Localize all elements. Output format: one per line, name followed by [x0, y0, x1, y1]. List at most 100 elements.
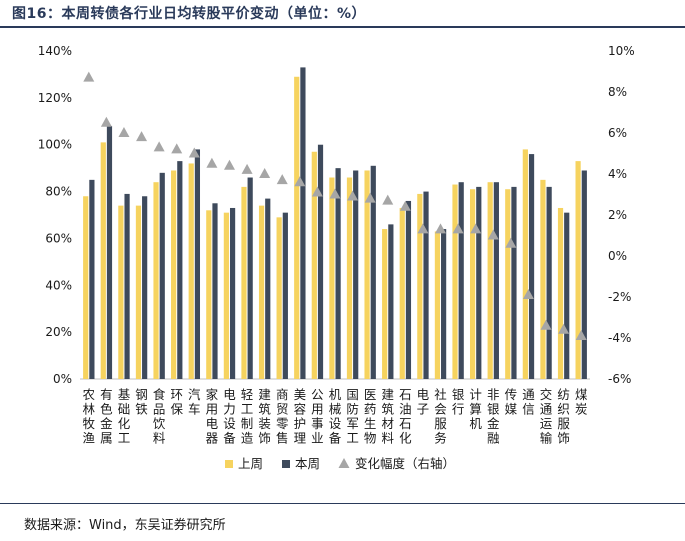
- x-tick-label: 环: [170, 387, 183, 402]
- x-tick-label: 饮: [153, 416, 166, 431]
- x-tick-label: 贸: [276, 402, 289, 417]
- x-tick-label: 工: [118, 431, 131, 446]
- x-tick-label: 融: [487, 431, 500, 446]
- x-tick-label: 公: [311, 387, 324, 402]
- bar-curr-week: [194, 149, 201, 379]
- x-tick-label: 有: [100, 387, 113, 402]
- x-tick-label: 轻: [241, 387, 254, 402]
- y-right-tick-label: 2%: [608, 208, 627, 222]
- x-tick-label: 础: [118, 402, 131, 417]
- y-right-tick-label: -6%: [608, 372, 631, 386]
- x-tick-label: 业: [311, 431, 324, 446]
- x-tick-label: 油: [399, 402, 412, 417]
- legend-label-change: 变化幅度（右轴）: [355, 456, 455, 471]
- y-left-tick-label: 0%: [53, 372, 72, 386]
- bar-curr-week: [476, 186, 482, 379]
- x-tick-label: 银: [452, 387, 465, 402]
- x-tick-label: 色: [100, 402, 113, 417]
- x-tick-label: 造: [241, 431, 254, 446]
- x-tick-label: 建: [382, 387, 395, 402]
- bar-prev-week: [434, 231, 441, 379]
- x-tick-label: 售: [276, 431, 289, 446]
- bar-curr-week: [300, 67, 306, 380]
- x-tick-label: 军: [346, 416, 359, 431]
- x-tick-label: 织: [557, 402, 570, 417]
- x-tick-label: 交: [540, 387, 553, 402]
- x-tick-label: 服: [557, 416, 570, 431]
- x-tick-label: 料: [382, 431, 395, 446]
- bar-curr-week: [159, 172, 165, 379]
- x-tick-label: 设: [223, 416, 236, 431]
- change-marker: [435, 223, 447, 234]
- change-marker: [171, 143, 183, 154]
- x-tick-label: 国: [346, 387, 359, 402]
- x-tick-label: 通: [522, 387, 535, 402]
- x-tick-label: 算: [469, 402, 482, 417]
- x-tick-label: 金: [100, 416, 113, 431]
- y-left-tick-label: 100%: [38, 138, 72, 152]
- x-tick-label: 银: [487, 402, 500, 417]
- bar-curr-week: [89, 179, 95, 379]
- bar-prev-week: [346, 177, 353, 379]
- x-tick-label: 料: [153, 431, 166, 446]
- x-tick-label: 饰: [258, 431, 271, 446]
- bar-prev-week: [522, 149, 528, 379]
- y-left-tick-label: 120%: [38, 91, 72, 105]
- x-tick-label: 装: [258, 416, 271, 431]
- bar-curr-week: [212, 203, 218, 379]
- x-tick-label: 设: [329, 416, 342, 431]
- x-tick-label: 理: [294, 431, 307, 446]
- bar-prev-week: [399, 207, 405, 379]
- bar-prev-week: [505, 189, 511, 379]
- x-tick-label: 用: [311, 402, 324, 417]
- change-marker: [540, 319, 552, 330]
- bar-prev-week: [258, 205, 265, 379]
- change-marker: [364, 192, 376, 203]
- x-tick-label: 医: [364, 387, 377, 402]
- bar-prev-week: [100, 142, 106, 379]
- bar-curr-week: [282, 212, 288, 379]
- bar-curr-week: [229, 207, 236, 379]
- x-tick-label: 通: [540, 402, 553, 417]
- change-marker: [399, 200, 411, 211]
- x-tick-label: 车: [188, 402, 201, 417]
- legend-swatch-prev: [225, 460, 233, 468]
- x-tick-label: 美: [294, 387, 307, 402]
- bar-prev-week: [276, 217, 282, 379]
- x-tick-label: 牧: [83, 416, 96, 431]
- x-tick-label: 筑: [258, 402, 271, 417]
- bar-prev-week: [223, 212, 229, 379]
- bar-curr-week: [265, 198, 271, 379]
- x-tick-label: 机: [329, 387, 342, 402]
- x-tick-label: 煤: [575, 387, 588, 402]
- x-tick-label: 饰: [557, 431, 570, 446]
- bar-curr-week: [317, 144, 324, 379]
- y-left-tick-label: 140%: [38, 44, 72, 58]
- title-divider: [0, 26, 685, 28]
- x-tick-label: 护: [294, 416, 307, 431]
- bar-curr-week: [511, 186, 517, 379]
- bar-prev-week: [118, 205, 124, 379]
- x-tick-label: 行: [452, 402, 465, 417]
- x-tick-label: 工: [346, 431, 359, 446]
- change-marker: [188, 147, 200, 158]
- x-tick-label: 力: [223, 402, 236, 417]
- bar-prev-week: [575, 161, 581, 379]
- change-marker: [575, 329, 587, 340]
- x-tick-label: 生: [364, 416, 377, 431]
- bar-prev-week: [311, 151, 317, 379]
- source-note: 数据来源：Wind，东吴证券研究所: [24, 518, 226, 533]
- x-tick-label: 防: [346, 402, 359, 417]
- change-marker: [487, 229, 499, 240]
- x-tick-label: 器: [206, 431, 219, 446]
- bar-curr-week: [546, 186, 552, 379]
- x-tick-label: 机: [469, 416, 482, 431]
- bar-prev-week: [206, 210, 212, 379]
- x-tick-label: 事: [311, 416, 324, 431]
- x-tick-label: 商: [276, 387, 289, 402]
- x-tick-label: 非: [487, 387, 500, 402]
- bar-prev-week: [153, 182, 159, 379]
- bar-prev-week: [241, 186, 247, 379]
- x-tick-label: 农: [83, 387, 96, 402]
- change-marker: [136, 131, 148, 142]
